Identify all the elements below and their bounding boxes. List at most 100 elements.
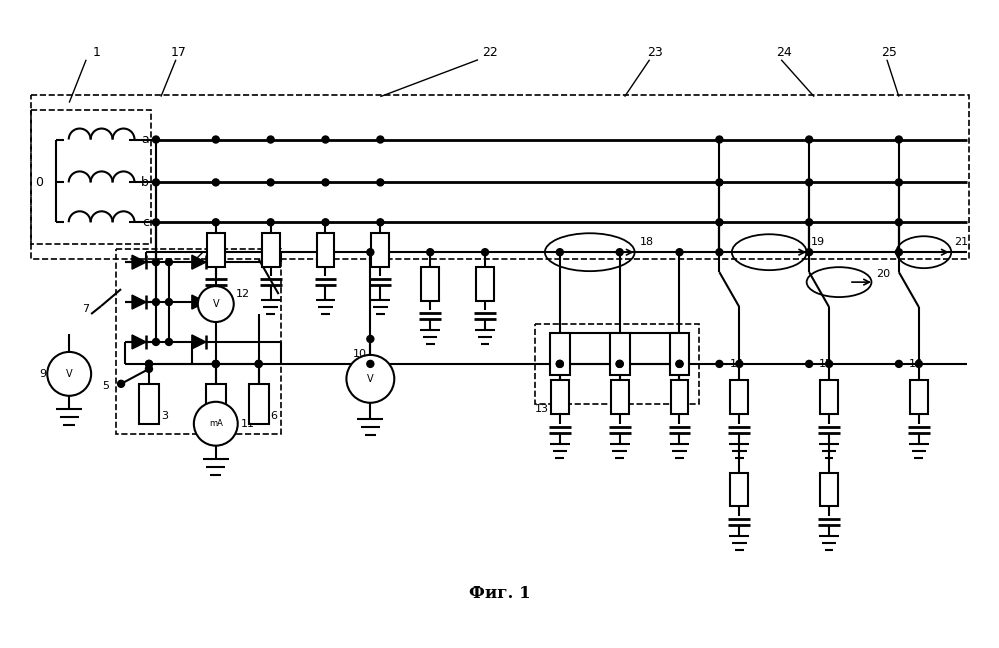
Circle shape: [482, 249, 489, 256]
Circle shape: [118, 380, 125, 388]
Bar: [610, 380, 628, 414]
Circle shape: [255, 360, 262, 367]
Circle shape: [146, 360, 153, 367]
Bar: [669, 333, 689, 375]
Text: 10: 10: [353, 349, 367, 359]
Text: mA: mA: [209, 419, 223, 428]
Text: 20: 20: [876, 269, 890, 279]
Text: 17: 17: [171, 46, 187, 59]
Circle shape: [805, 360, 812, 367]
Circle shape: [825, 360, 832, 367]
Circle shape: [322, 179, 329, 186]
Circle shape: [153, 219, 160, 226]
Bar: [262, 233, 280, 267]
Bar: [317, 233, 335, 267]
Text: 6: 6: [271, 411, 278, 421]
Circle shape: [367, 249, 374, 256]
Text: 5: 5: [102, 381, 109, 391]
Circle shape: [716, 360, 723, 367]
Text: V: V: [213, 299, 219, 309]
Circle shape: [322, 219, 329, 226]
Circle shape: [166, 259, 173, 266]
Circle shape: [676, 360, 683, 367]
Text: 3: 3: [161, 411, 168, 421]
Bar: [609, 333, 629, 375]
Circle shape: [716, 179, 723, 186]
Circle shape: [736, 360, 743, 367]
Circle shape: [198, 286, 234, 322]
Circle shape: [895, 136, 902, 143]
Bar: [249, 384, 269, 424]
Circle shape: [267, 219, 274, 226]
Bar: [549, 333, 569, 375]
Bar: [422, 267, 440, 301]
Circle shape: [805, 179, 812, 186]
Circle shape: [427, 249, 434, 256]
Circle shape: [616, 360, 623, 367]
Text: 0: 0: [35, 176, 43, 189]
Text: 1: 1: [92, 46, 100, 59]
Text: Фиг. 1: Фиг. 1: [469, 584, 530, 602]
Text: 4: 4: [228, 411, 235, 421]
Circle shape: [377, 136, 384, 143]
Bar: [670, 380, 688, 414]
Circle shape: [153, 299, 160, 306]
Text: 8: 8: [266, 247, 273, 257]
Bar: [730, 380, 748, 414]
Circle shape: [153, 259, 160, 266]
Circle shape: [322, 136, 329, 143]
Polygon shape: [132, 335, 146, 349]
Circle shape: [377, 219, 384, 226]
Text: 15: 15: [819, 359, 833, 369]
Bar: [116, 249, 281, 434]
Circle shape: [267, 136, 274, 143]
Text: 19: 19: [811, 237, 825, 248]
Bar: [139, 384, 159, 424]
Circle shape: [556, 360, 563, 367]
Circle shape: [213, 360, 220, 367]
Text: 16: 16: [909, 359, 923, 369]
Circle shape: [556, 249, 563, 256]
Bar: [730, 472, 748, 507]
Circle shape: [895, 179, 902, 186]
Circle shape: [716, 249, 723, 256]
Text: 18: 18: [639, 237, 653, 248]
Text: V: V: [367, 374, 374, 384]
Circle shape: [146, 360, 153, 367]
Text: 22: 22: [483, 46, 498, 59]
Circle shape: [616, 360, 623, 367]
Text: 12: 12: [236, 289, 250, 299]
Circle shape: [146, 365, 153, 373]
Bar: [207, 233, 225, 267]
Polygon shape: [192, 255, 206, 269]
Bar: [534, 324, 699, 404]
Circle shape: [267, 179, 274, 186]
Circle shape: [213, 136, 220, 143]
Circle shape: [347, 355, 395, 403]
Circle shape: [153, 179, 160, 186]
Text: 21: 21: [954, 237, 968, 248]
Circle shape: [213, 360, 220, 367]
Circle shape: [895, 360, 902, 367]
Bar: [820, 472, 838, 507]
Circle shape: [716, 219, 723, 226]
Circle shape: [805, 219, 812, 226]
Text: 7: 7: [82, 304, 89, 314]
Text: c: c: [142, 216, 149, 229]
Circle shape: [194, 402, 238, 446]
Circle shape: [255, 360, 262, 367]
Circle shape: [213, 179, 220, 186]
Text: 9: 9: [39, 369, 46, 379]
Bar: [910, 380, 928, 414]
Circle shape: [676, 360, 683, 367]
Text: 14: 14: [729, 359, 743, 369]
Circle shape: [367, 336, 374, 342]
Text: b: b: [141, 176, 149, 189]
Bar: [550, 380, 568, 414]
Circle shape: [556, 360, 563, 367]
Text: 24: 24: [776, 46, 792, 59]
Circle shape: [895, 249, 902, 256]
Bar: [372, 233, 390, 267]
Circle shape: [805, 249, 812, 256]
Circle shape: [153, 338, 160, 345]
